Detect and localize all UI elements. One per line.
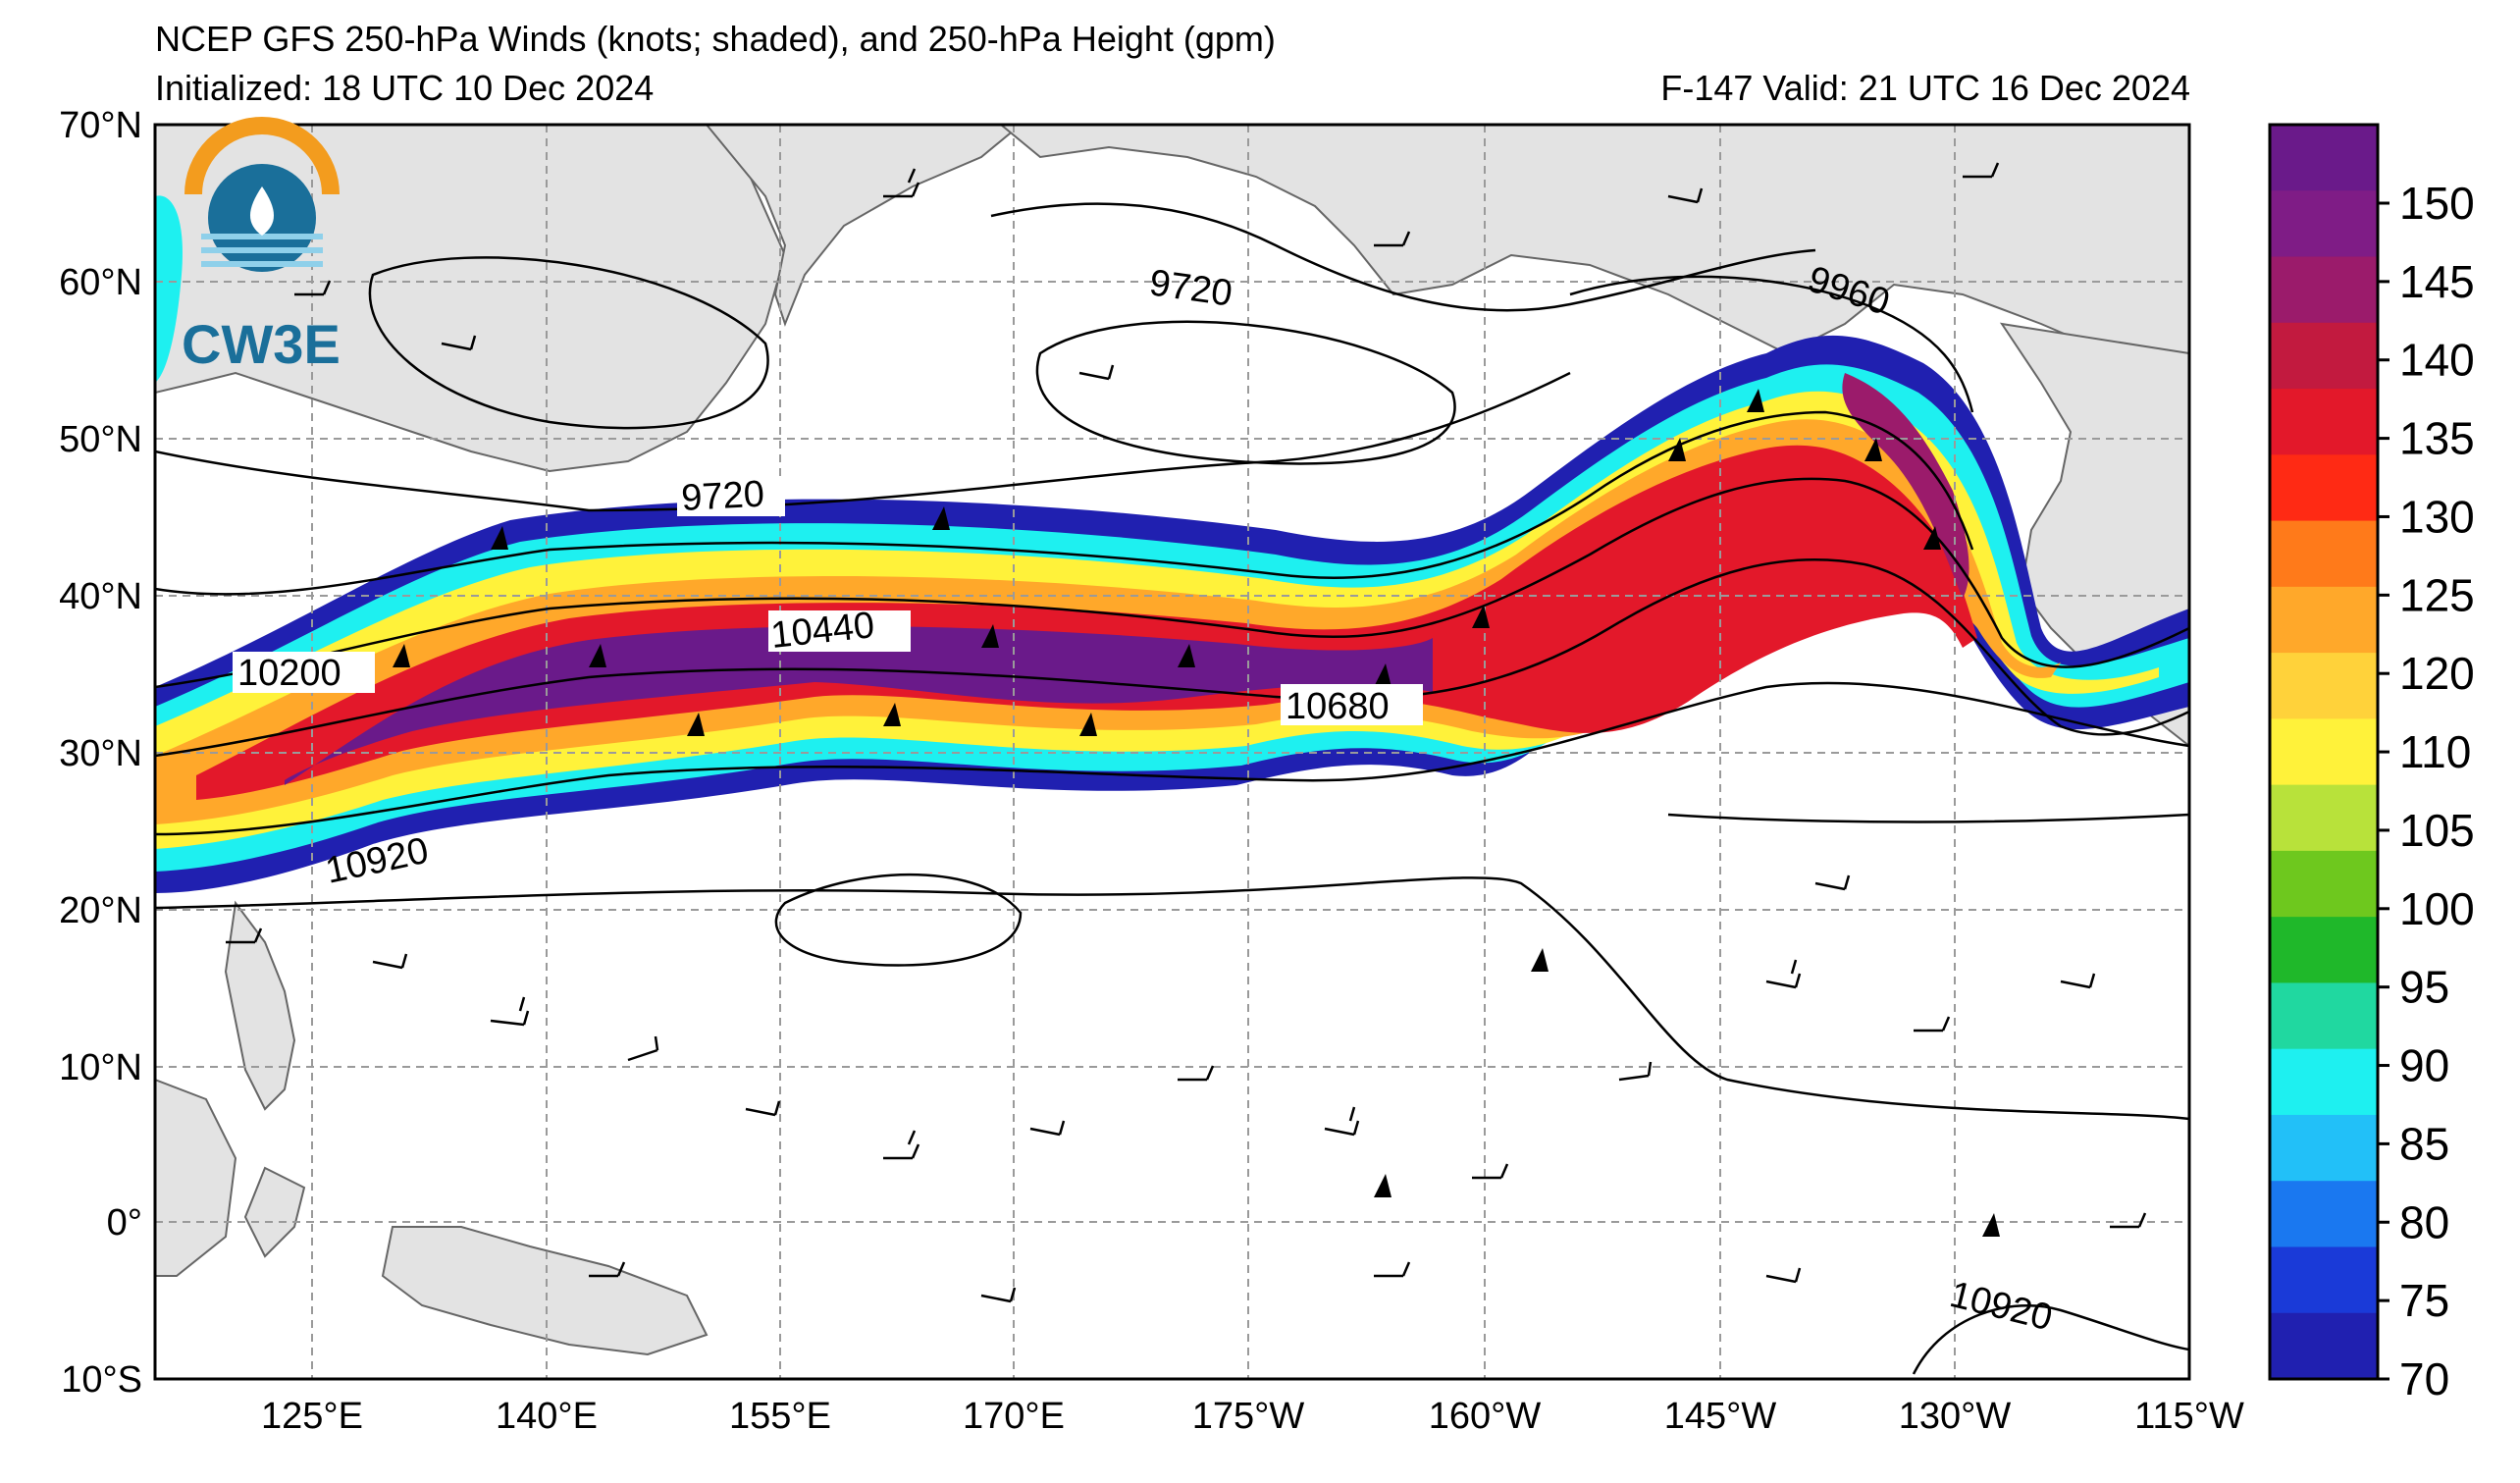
contour-10440: [155, 477, 2189, 689]
lon-tick: 145°W: [1664, 1396, 1777, 1437]
cyan-blob-west: [155, 195, 183, 383]
colorbar-segment: [2270, 256, 2378, 324]
lon-tick: 140°E: [496, 1396, 598, 1437]
contour-9720-south: [155, 371, 1571, 512]
lat-lon-grid: [155, 125, 2189, 1379]
colorbar-segment: [2270, 1312, 2378, 1380]
wind-barbs: [226, 162, 2147, 1303]
jet-stream-shading: [155, 195, 2189, 893]
contour-10200: [155, 410, 1974, 596]
colorbar-segment: [2270, 1114, 2378, 1182]
contour-label-10680: 10680: [1286, 686, 1390, 727]
colorbar-segment: [2270, 1048, 2378, 1116]
contour-9720-north: [990, 202, 1816, 312]
borneo-landmass: [155, 1078, 237, 1277]
jet-band-150: [285, 626, 1433, 785]
lat-tick: 20°N: [59, 890, 142, 931]
lon-tick: 115°W: [2134, 1396, 2244, 1437]
colorbar-label: 130: [2399, 491, 2475, 542]
colorbar-segment: [2270, 190, 2378, 258]
contour-10920-se: [1912, 1303, 2189, 1375]
colorbar-segment: [2270, 586, 2378, 654]
height-contours: [155, 202, 2189, 1375]
colorbar-segment: [2270, 389, 2378, 455]
contour-closed-hi: [774, 873, 1023, 967]
contour-10920-south: [155, 876, 2189, 1121]
colorbar-segment: [2270, 850, 2378, 918]
latitude-ticks: 70°N 60°N 50°N 40°N 30°N 20°N 10°N 0° 10…: [59, 105, 142, 1401]
valid-time: F-147 Valid: 21 UTC 16 Dec 2024: [1660, 68, 2190, 108]
lat-tick: 70°N: [59, 105, 142, 146]
colorbar-segment: [2270, 917, 2378, 983]
colorbar-segment: [2270, 653, 2378, 719]
lat-tick: 60°N: [59, 262, 142, 303]
colorbar-segment: [2270, 520, 2378, 588]
jet-core-ne: [1842, 373, 1969, 599]
lat-tick: 30°N: [59, 733, 142, 774]
colorbar-label: 85: [2399, 1118, 2449, 1169]
colorbar-label: 140: [2399, 335, 2475, 386]
contour-closed-east: [1667, 813, 2189, 823]
colorbar-label: 150: [2399, 178, 2475, 229]
colorbar-label: 80: [2399, 1196, 2449, 1247]
lon-tick: 175°W: [1192, 1396, 1305, 1437]
map-frame: [153, 123, 2191, 1381]
colorbar-segment: [2270, 1246, 2378, 1314]
map-title: NCEP GFS 250-hPa Winds (knots; shaded), …: [155, 19, 1276, 59]
contour-closed-lo-mid: [1035, 320, 1456, 465]
kamchatka-landmass: [705, 125, 1023, 327]
philippines-landmass: [224, 900, 296, 1111]
lon-tick: 160°W: [1429, 1396, 1542, 1437]
lon-tick: 130°W: [1899, 1396, 2012, 1437]
sulawesi-landmass: [243, 1166, 306, 1258]
colorbar-segment: [2270, 718, 2378, 786]
contour-label-10200: 10200: [237, 653, 341, 694]
lat-tick: 40°N: [59, 576, 142, 617]
colorbar-label: 135: [2399, 413, 2475, 464]
colorbar: 150 145 140 135 130 125 120 110 105 100 95 90 85 80 75…: [2268, 123, 2475, 1404]
lat-tick: 10°S: [61, 1359, 142, 1401]
contour-closed-lo-west: [368, 256, 769, 430]
initialized-time: Initialized: 18 UTC 10 Dec 2024: [155, 68, 655, 108]
cw3e-logo: CW3E: [182, 117, 341, 375]
logo-text: CW3E: [182, 313, 341, 375]
colorbar-label: 120: [2399, 648, 2475, 699]
colorbar-label: 90: [2399, 1040, 2449, 1091]
contour-labels: 9720 9960 9720 10200 10440 10680 10920 1…: [233, 259, 2057, 1339]
colorbar-segment: [2270, 322, 2378, 390]
colorbar-label: 145: [2399, 256, 2475, 307]
new-guinea-landmass: [381, 1226, 709, 1356]
colorbar-segment: [2270, 125, 2378, 191]
colorbar-label: 75: [2399, 1275, 2449, 1326]
lon-tick: 170°E: [963, 1396, 1065, 1437]
lat-tick: 0°: [107, 1202, 142, 1244]
colorbar-label: 95: [2399, 962, 2449, 1013]
longitude-ticks: 125°E 140°E 155°E 170°E 175°W 160°W 145°…: [261, 1396, 2244, 1437]
colorbar-segment: [2270, 1181, 2378, 1247]
colorbar-segment: [2270, 982, 2378, 1050]
colorbar-label: 125: [2399, 569, 2475, 620]
lon-tick: 155°E: [729, 1396, 831, 1437]
colorbar-label: 100: [2399, 883, 2475, 934]
contour-9960: [1569, 275, 1974, 413]
colorbar-label: 105: [2399, 805, 2475, 856]
lat-tick: 50°N: [59, 419, 142, 460]
colorbar-segment: [2270, 784, 2378, 852]
colorbar-segment: [2270, 454, 2378, 522]
contour-label-9720-south: 9720: [680, 474, 765, 519]
jet-band-140: [196, 445, 1977, 800]
lon-tick: 125°E: [261, 1396, 363, 1437]
colorbar-label: 70: [2399, 1353, 2449, 1404]
lat-tick: 10°N: [59, 1047, 142, 1088]
colorbar-label: 110: [2399, 726, 2471, 777]
contour-10920-north: [155, 681, 2189, 836]
contour-10680: [155, 558, 2189, 758]
